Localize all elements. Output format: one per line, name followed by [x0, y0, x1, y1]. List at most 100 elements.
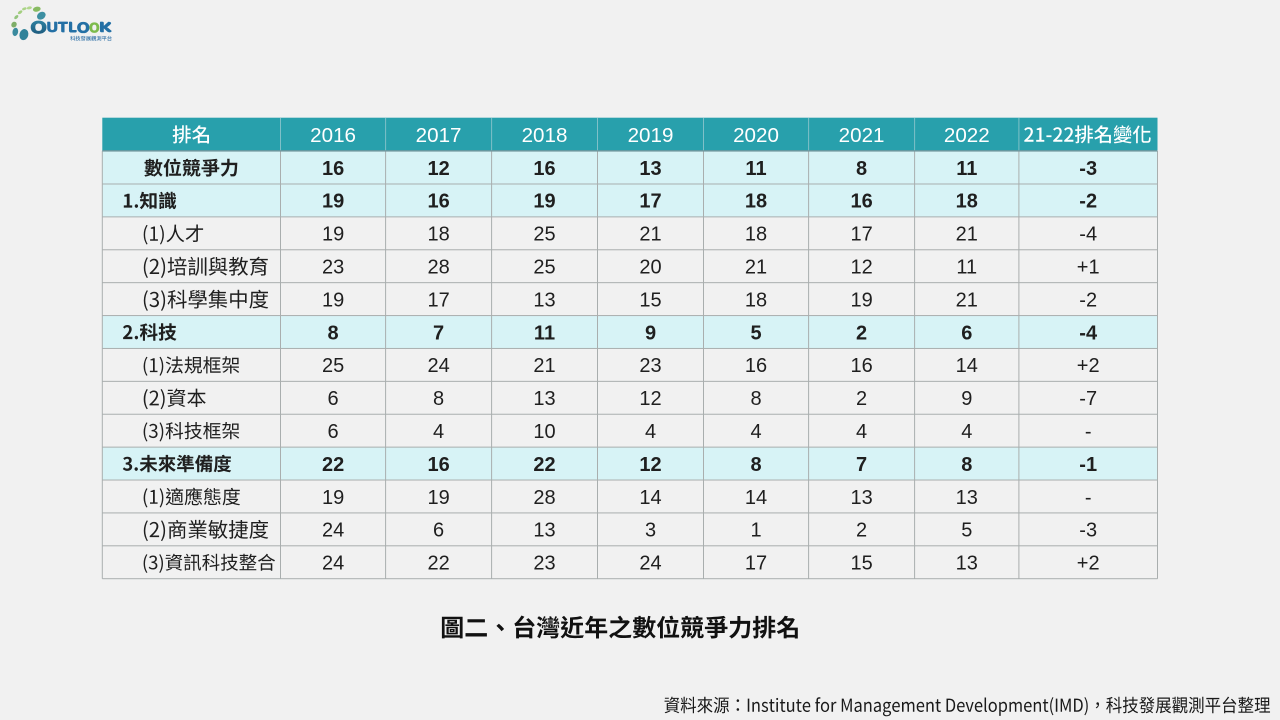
svg-text:-7: -7	[1079, 388, 1097, 410]
svg-text:24: 24	[639, 553, 661, 575]
svg-text:6: 6	[961, 322, 972, 344]
svg-text:6: 6	[328, 421, 339, 443]
svg-text:24: 24	[322, 553, 344, 575]
svg-text:17: 17	[850, 224, 872, 246]
svg-text:5: 5	[961, 520, 972, 542]
svg-text:22: 22	[322, 454, 344, 476]
svg-text:17: 17	[427, 289, 449, 311]
svg-text:2017: 2017	[416, 124, 462, 147]
svg-text:16: 16	[533, 158, 555, 180]
svg-text:13: 13	[639, 158, 661, 180]
svg-text:19: 19	[322, 289, 344, 311]
svg-text:8: 8	[433, 388, 444, 410]
svg-text:22: 22	[427, 553, 449, 575]
svg-text:15: 15	[639, 289, 661, 311]
svg-text:23: 23	[639, 355, 661, 377]
svg-text:13: 13	[850, 487, 872, 509]
svg-text:13: 13	[956, 487, 978, 509]
svg-text:18: 18	[956, 191, 978, 213]
svg-text:-2: -2	[1079, 289, 1097, 311]
svg-text:3: 3	[645, 520, 656, 542]
svg-text:4: 4	[961, 421, 972, 443]
svg-text:4: 4	[645, 421, 656, 443]
svg-text:2022: 2022	[944, 124, 990, 147]
svg-text:19: 19	[533, 191, 555, 213]
svg-text:9: 9	[645, 322, 656, 344]
svg-text:16: 16	[745, 355, 767, 377]
svg-text:2: 2	[856, 520, 867, 542]
svg-text:11: 11	[956, 158, 977, 180]
svg-text:19: 19	[427, 487, 449, 509]
svg-text:22: 22	[533, 454, 555, 476]
svg-text:+1: +1	[1077, 257, 1100, 279]
svg-text:25: 25	[322, 355, 344, 377]
svg-text:23: 23	[322, 257, 344, 279]
svg-text:2020: 2020	[733, 124, 779, 147]
svg-text:15: 15	[850, 553, 872, 575]
svg-text:21: 21	[639, 224, 661, 246]
svg-text:13: 13	[533, 388, 555, 410]
svg-text:8: 8	[750, 454, 761, 476]
svg-text:11: 11	[745, 158, 766, 180]
svg-text:2018: 2018	[522, 124, 568, 147]
svg-text:28: 28	[427, 257, 449, 279]
svg-text:16: 16	[427, 454, 449, 476]
svg-text:8: 8	[328, 322, 339, 344]
svg-text:-3: -3	[1079, 158, 1097, 180]
svg-text:18: 18	[745, 191, 767, 213]
svg-text:25: 25	[533, 224, 555, 246]
svg-text:28: 28	[533, 487, 555, 509]
svg-text:13: 13	[533, 289, 555, 311]
svg-text:2016: 2016	[310, 124, 356, 147]
svg-text:+2: +2	[1077, 553, 1100, 575]
svg-text:8: 8	[856, 158, 867, 180]
svg-text:4: 4	[856, 421, 867, 443]
svg-text:2019: 2019	[628, 124, 674, 147]
svg-text:6: 6	[433, 520, 444, 542]
svg-text:24: 24	[322, 520, 344, 542]
svg-text:4: 4	[433, 421, 444, 443]
svg-text:2021: 2021	[839, 124, 885, 147]
svg-text:7: 7	[433, 322, 444, 344]
svg-text:18: 18	[745, 224, 767, 246]
svg-text:12: 12	[850, 257, 872, 279]
svg-text:5: 5	[750, 322, 761, 344]
svg-text:-: -	[1085, 421, 1092, 443]
svg-text:12: 12	[639, 454, 661, 476]
svg-text:20: 20	[639, 257, 661, 279]
svg-text:19: 19	[850, 289, 872, 311]
svg-text:-: -	[1085, 487, 1092, 509]
svg-text:21: 21	[956, 289, 978, 311]
svg-text:14: 14	[745, 487, 767, 509]
svg-text:25: 25	[533, 257, 555, 279]
svg-text:12: 12	[427, 158, 449, 180]
svg-text:10: 10	[533, 421, 555, 443]
svg-text:16: 16	[850, 355, 872, 377]
svg-text:14: 14	[639, 487, 661, 509]
svg-text:8: 8	[750, 388, 761, 410]
svg-text:18: 18	[427, 224, 449, 246]
svg-text:21: 21	[745, 257, 767, 279]
svg-text:19: 19	[322, 224, 344, 246]
svg-text:23: 23	[533, 553, 555, 575]
svg-text:13: 13	[533, 520, 555, 542]
svg-text:16: 16	[427, 191, 449, 213]
svg-text:16: 16	[322, 158, 344, 180]
svg-text:19: 19	[322, 487, 344, 509]
svg-text:7: 7	[856, 454, 867, 476]
svg-text:18: 18	[745, 289, 767, 311]
svg-text:14: 14	[956, 355, 978, 377]
svg-text:11: 11	[956, 257, 977, 279]
svg-text:4: 4	[750, 421, 761, 443]
svg-text:13: 13	[956, 553, 978, 575]
svg-text:12: 12	[639, 388, 661, 410]
svg-text:-4: -4	[1079, 322, 1098, 344]
svg-text:11: 11	[534, 322, 555, 344]
svg-text:2: 2	[856, 322, 867, 344]
svg-text:-1: -1	[1079, 454, 1097, 476]
svg-text:2: 2	[856, 388, 867, 410]
svg-text:1: 1	[750, 520, 761, 542]
svg-text:8: 8	[961, 454, 972, 476]
svg-text:-2: -2	[1079, 191, 1097, 213]
svg-text:17: 17	[639, 191, 661, 213]
